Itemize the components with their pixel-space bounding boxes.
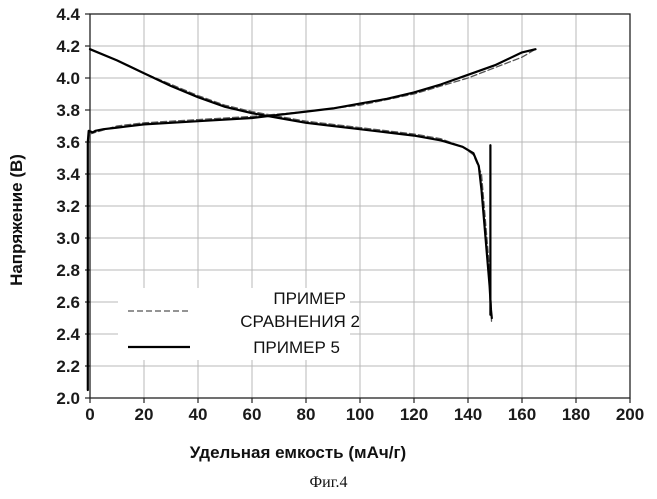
- y-tick-label: 3.2: [56, 197, 80, 216]
- series-line: [90, 49, 492, 318]
- legend-label-comparison-line1: ПРИМЕР: [273, 289, 346, 308]
- y-tick-label: 2.4: [56, 325, 80, 344]
- line-chart: 0 20 40 60 80 100 120 140 160 180 200 2.0 2.2 2.4 2.6 2…: [0, 0, 657, 470]
- x-tick-label: 40: [189, 405, 208, 424]
- y-tick-label: 3.0: [56, 229, 80, 248]
- x-tick-label: 160: [508, 405, 536, 424]
- x-tick-label: 80: [297, 405, 316, 424]
- y-tick-label: 4.0: [56, 69, 80, 88]
- legend-label-example5: ПРИМЕР 5: [253, 338, 340, 357]
- x-tick-label: 0: [85, 405, 94, 424]
- series-line: [90, 49, 536, 134]
- x-tick-label: 60: [243, 405, 262, 424]
- x-tick-label: 180: [562, 405, 590, 424]
- axis-ticks: 0 20 40 60 80 100 120 140 160 180 200 2.0 2.2 2.4 2.6 2…: [56, 5, 644, 424]
- y-tick-label: 2.6: [56, 293, 80, 312]
- series-comparison-example-2: [90, 49, 536, 321]
- y-tick-label: 4.4: [56, 5, 80, 24]
- y-tick-label: 3.8: [56, 101, 80, 120]
- y-tick-label: 4.2: [56, 37, 80, 56]
- y-tick-label: 3.6: [56, 133, 80, 152]
- y-tick-label: 2.8: [56, 261, 80, 280]
- x-tick-label: 100: [346, 405, 374, 424]
- y-axis-title: Напряжение (В): [7, 154, 26, 286]
- x-tick-label: 200: [616, 405, 644, 424]
- x-axis-title: Удельная емкость (мАч/г): [190, 443, 406, 462]
- y-tick-label: 2.0: [56, 389, 80, 408]
- legend-label-comparison-line2: СРАВНЕНИЯ 2: [240, 312, 360, 331]
- y-tick-label: 3.4: [56, 165, 80, 184]
- series-line: [90, 49, 492, 321]
- x-tick-label: 140: [454, 405, 482, 424]
- y-tick-label: 2.2: [56, 357, 80, 376]
- x-tick-label: 20: [135, 405, 154, 424]
- legend: ПРИМЕР СРАВНЕНИЯ 2 ПРИМЕР 5: [118, 288, 360, 360]
- figure-caption: Фиг.4: [0, 474, 657, 492]
- x-tick-label: 120: [400, 405, 428, 424]
